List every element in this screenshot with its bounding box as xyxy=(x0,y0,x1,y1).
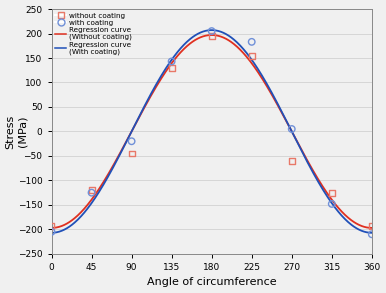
Point xyxy=(88,188,95,193)
Point xyxy=(129,139,135,144)
Point xyxy=(369,224,375,228)
Point xyxy=(169,65,175,70)
Point xyxy=(289,159,295,163)
Point xyxy=(249,40,255,44)
Legend: without coating, with coating, Regression curve
(Without coating), Regression cu: without coating, with coating, Regressio… xyxy=(54,11,133,57)
Point xyxy=(289,127,295,131)
Point xyxy=(129,151,135,156)
Point xyxy=(369,232,375,237)
Y-axis label: Stress
(MPa): Stress (MPa) xyxy=(5,114,27,149)
Point xyxy=(169,59,175,64)
Point xyxy=(208,29,215,33)
Point xyxy=(48,224,54,228)
Point xyxy=(208,34,215,38)
Point xyxy=(329,190,335,195)
Point xyxy=(329,202,335,206)
Point xyxy=(249,53,255,58)
Point xyxy=(48,229,54,234)
X-axis label: Angle of circumference: Angle of circumference xyxy=(147,277,276,287)
Point xyxy=(88,190,95,195)
